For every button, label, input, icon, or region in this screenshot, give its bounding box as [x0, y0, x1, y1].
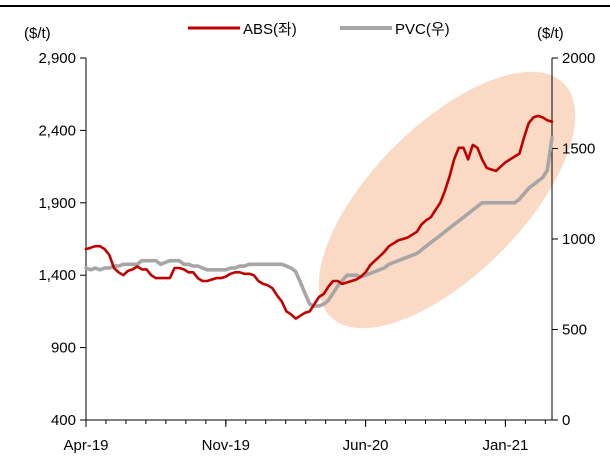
- x-tick-label: Jun-20: [343, 437, 389, 454]
- y-right-tick-label: 2000: [562, 50, 595, 67]
- y-right-tick-label: 1000: [562, 231, 595, 248]
- y-left-tick-label: 2,900: [38, 50, 76, 67]
- y-left-tick-label: 400: [51, 412, 76, 429]
- pvc-series-line: [84, 135, 554, 308]
- y-left-tick-label: 900: [51, 340, 76, 357]
- x-tick-label: Jan-21: [482, 437, 528, 454]
- abs-series-line: [84, 114, 554, 320]
- legend-pvc-label: PVC(우): [395, 21, 450, 38]
- y-right-unit: ($/t): [537, 25, 564, 42]
- right-ticks: 2000 1500 1000 500 0: [552, 50, 595, 429]
- y-left-unit: ($/t): [24, 25, 51, 42]
- x-minor-ticks: [85, 420, 546, 424]
- x-tick-label: Nov-19: [202, 437, 250, 454]
- legend-abs-label: ABS(좌): [243, 21, 297, 38]
- highlight-ellipse: [318, 71, 576, 329]
- y-left-tick-label: 2,400: [38, 122, 76, 139]
- x-ticks: Apr-19 Nov-19 Jun-20 Jan-21: [63, 420, 528, 454]
- y-left-tick-label: 1,400: [38, 267, 76, 284]
- y-right-tick-label: 1500: [562, 141, 595, 158]
- y-right-tick-label: 500: [562, 322, 587, 339]
- legend: ABS(좌) PVC(우): [188, 21, 450, 38]
- x-tick-label: Apr-19: [63, 437, 108, 454]
- y-left-tick-label: 1,900: [38, 195, 76, 212]
- left-ticks: 2,900 2,400 1,900 1,400 900 400: [38, 50, 86, 429]
- y-right-tick-label: 0: [562, 412, 570, 429]
- series-layer: [84, 114, 554, 320]
